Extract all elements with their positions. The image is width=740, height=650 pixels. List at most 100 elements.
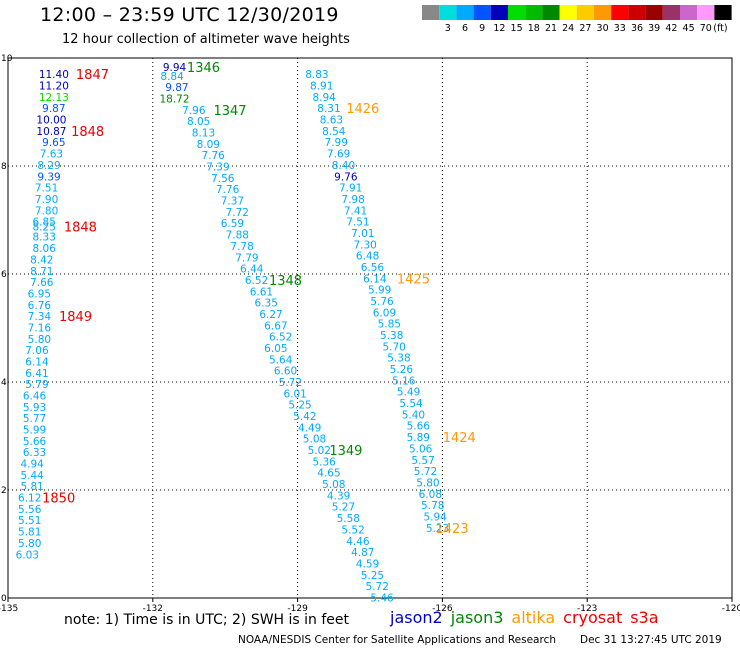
wave-height-value: 7.41 [344,205,367,217]
wave-height-value: 5.78 [421,500,444,512]
wave-height-value: 6.12 [18,493,41,505]
wave-height-value: 6.95 [28,288,51,300]
wave-height-value: 6.44 [240,264,264,276]
wave-height-value: 5.80 [28,334,51,346]
wave-height-value: 7.37 [221,196,244,208]
wave-height-value: 6.59 [221,218,244,230]
wave-height-value: 5.54 [399,398,423,410]
wave-height-value: 8.05 [187,116,210,128]
wave-height-value: 6.61 [250,286,273,298]
wave-height-value: 5.25 [288,400,311,412]
wave-height-value: 7.88 [226,230,249,242]
colorbar-swatch [697,5,715,20]
pass-time-label: 1425 [397,272,430,287]
wave-height-value: 8.94 [312,92,336,104]
wave-height-value: 5.58 [337,513,360,525]
wave-height-value: 5.52 [341,524,364,536]
wave-height-value: 5.72 [279,377,302,389]
pass-time-labels: 1847 1848 1848 1849 1850 1346 1347 1348 1349 1426… [42,61,476,537]
wave-height-value: 5.51 [18,515,41,527]
wave-height-value: 4.59 [356,558,379,570]
colorbar-label: 33 [614,23,626,34]
wave-height-value: 8.06 [33,243,57,255]
x-tick-label: -129 [287,604,308,614]
wave-height-value: 7.76 [216,184,240,196]
y-tick-label: 0 [1,594,7,604]
wave-height-value: 5.72 [414,466,437,478]
wave-height-value: 5.23 [426,523,449,535]
wave-height-value: 7.16 [28,322,52,334]
wave-height-value: 5.25 [361,570,384,582]
wave-height-value: 7.79 [235,252,258,264]
wave-height-value: 7.76 [201,150,225,162]
colorbar-swatch [456,5,474,20]
wave-height-value: 7.01 [351,228,374,240]
colorbar-swatch [490,5,508,20]
wave-height-value: 5.64 [269,354,293,366]
wave-height-plot: -135-132-129-126-123-120024681011.4011.2… [0,54,740,614]
colorbar-label: 42 [665,23,677,34]
colorbar-unit: (ft) [713,23,727,34]
wave-height-value: 5.99 [23,425,46,437]
wave-height-value: 5.56 [18,504,42,516]
wave-height-value: 8.84 [160,71,184,83]
colorbar-swatch [473,5,491,20]
wave-height-value: 5.80 [416,477,439,489]
wave-height-value: 9.76 [334,171,358,183]
colorbar-label: 36 [631,23,643,34]
track-points: 11.4011.2012.139.8710.0010.879.657.638.2… [16,62,450,604]
generated-timestamp: Dec 31 13:27:45 UTC 2019 [580,634,722,646]
footer-note: note: 1) Time is in UTC; 2) SWH is in fe… [64,612,350,628]
wave-height-value: 4.65 [317,468,340,480]
colorbar-label: 9 [479,23,485,34]
chart-title: 12:00 – 23:59 UTC 12/30/2019 [40,4,339,26]
wave-height-value: 7.99 [325,137,348,149]
wave-height-value: 8.25 [33,221,56,233]
wave-height-value: 8.29 [37,160,60,172]
wave-height-value: 5.44 [20,470,44,482]
wave-height-value: 5.89 [407,432,430,444]
colorbar-swatch [645,5,663,20]
x-tick-label: -132 [143,604,163,614]
wave-height-value: 8.09 [197,139,220,151]
wave-height-value: 7.51 [35,183,58,195]
pass-time-label: 1849 [59,310,92,325]
wave-height-value: 5.99 [368,285,391,297]
x-tick-label: -126 [432,604,453,614]
wave-height-value: 5.72 [366,581,389,593]
wave-height-value: 5.79 [25,379,48,391]
wave-height-value: 5.16 [392,375,416,387]
wave-height-value: 10.00 [36,115,66,127]
colorbar-label: 30 [597,23,609,34]
wave-height-value: 7.80 [35,205,58,217]
wave-height-value: 9.39 [37,171,60,183]
wave-height-value: 7.78 [230,241,253,253]
wave-height-value: 5.66 [23,436,47,448]
wave-height-value: 7.06 [25,345,49,357]
wave-height-value: 12.13 [39,92,69,104]
x-tick-label: -135 [0,604,18,614]
pass-time-label: 1349 [329,444,362,459]
colorbar-swatch [662,5,680,20]
wave-height-value: 6.76 [28,300,52,312]
wave-height-value: 6.67 [264,320,287,332]
chart-subtitle: 12 hour collection of altimeter wave hei… [62,32,350,47]
colorbar-label: 21 [545,23,557,34]
wave-height-value: 6.05 [264,343,287,355]
colorbar-swatch [611,5,629,20]
wave-height-value: 5.85 [378,319,401,331]
wave-height-value: 7.66 [30,277,54,289]
wave-height-value: 8.42 [30,254,53,266]
wave-height-value: 5.70 [382,341,405,353]
y-tick-label: 8 [1,162,7,172]
x-tick-label: -120 [722,604,740,614]
wave-height-value: 7.51 [346,217,369,229]
colorbar-swatch [594,5,612,20]
wave-height-value: 8.83 [305,69,328,81]
wave-height-value: 5.80 [18,538,41,550]
wave-height-value: 8.63 [320,115,343,127]
wave-height-value: 5.08 [322,479,345,491]
wave-height-value: 6.27 [259,309,282,321]
wave-height-value: 5.93 [23,402,46,414]
pass-time-label: 1348 [269,274,302,289]
